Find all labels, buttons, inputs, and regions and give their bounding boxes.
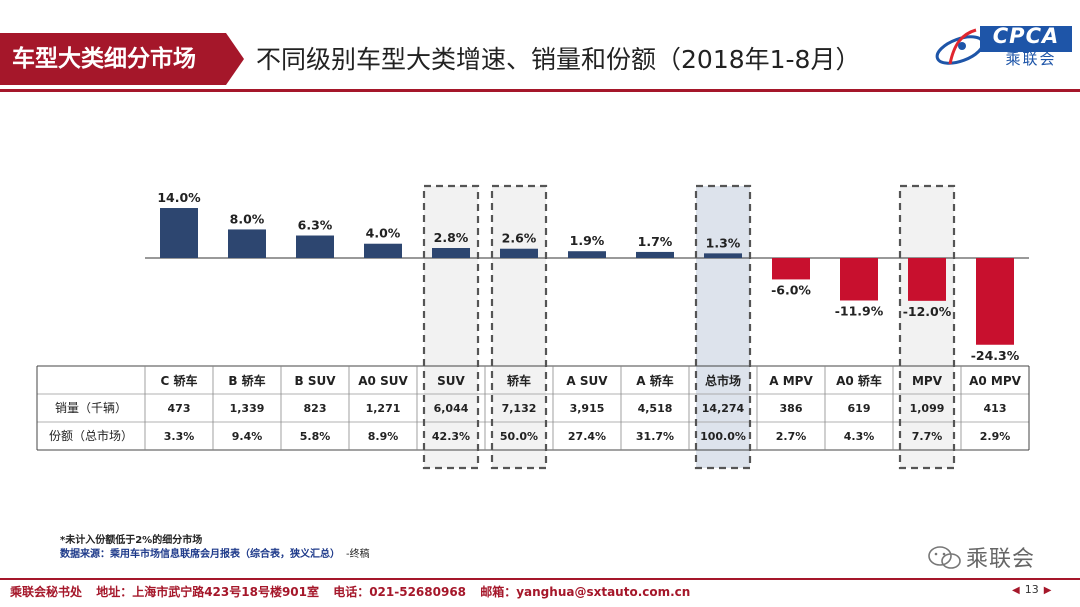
highlight-box-bg (900, 186, 954, 468)
table-cell: 42.3% (432, 430, 470, 443)
category-label: 总市场 (705, 373, 741, 388)
table-cell: 1,099 (910, 402, 945, 415)
category-label: A0 SUV (358, 374, 408, 388)
bar-value-label: -12.0% (903, 304, 952, 319)
pager: ◀ 13 ▶ (1012, 583, 1051, 596)
highlight-box-frame (422, 184, 480, 470)
category-label: MPV (912, 374, 943, 388)
table-cell: 619 (848, 402, 871, 415)
highlight-box-bg (424, 186, 478, 468)
category-label: A 轿车 (636, 373, 673, 388)
table-row-label: 份额（总市场） (49, 428, 133, 443)
logo-text: CPCA (992, 24, 1060, 48)
table-cell: 823 (304, 402, 327, 415)
table-cell: 386 (780, 402, 803, 415)
category-label: A MPV (769, 374, 813, 388)
bar (432, 248, 470, 258)
highlight-box-bg (696, 186, 750, 468)
table-cell: 27.4% (568, 430, 606, 443)
footer-org: 乘联会秘书处 (10, 585, 83, 599)
footnote: *未计入份额低于2%的细分市场 (60, 535, 203, 546)
highlight-box-frame (694, 184, 752, 470)
cpca-logo-icon (935, 26, 1072, 65)
table-cell: 100.0% (700, 430, 746, 443)
bar (160, 208, 198, 258)
table-cell: 2.9% (980, 430, 1011, 443)
table-cell: 2.7% (776, 430, 807, 443)
footer-address: 地址：上海市武宁路423号18号楼901室 (96, 585, 320, 599)
category-label: A0 MPV (969, 374, 1022, 388)
bar (228, 229, 266, 258)
category-label: B 轿车 (228, 373, 265, 388)
table-cell: 9.4% (232, 430, 263, 443)
data-source: 数据来源：乘用车市场信息联席会月报表（综合表，狭义汇总） -终稿 (60, 545, 370, 560)
highlight-box-frame (898, 184, 956, 470)
category-label: C 轿车 (161, 373, 198, 388)
table-cell: 413 (984, 402, 1007, 415)
logo-subtext: 乘联会 (1005, 50, 1057, 68)
table-cell: 8.9% (368, 430, 399, 443)
bar (500, 248, 538, 258)
footer-divider (0, 578, 1080, 580)
footer-phone: 电话：021-52680968 (333, 585, 467, 599)
bar (636, 251, 674, 258)
section-tag: 车型大类细分市场 (0, 33, 244, 85)
prev-page-icon[interactable]: ◀ (1012, 585, 1020, 596)
bar-value-label: 2.8% (434, 230, 469, 245)
bar-value-label: 4.0% (366, 226, 401, 241)
table-cell: 3.3% (164, 430, 195, 443)
page-title: 不同级别车型大类增速、销量和份额（2018年1-8月） (256, 45, 861, 74)
bar (772, 258, 810, 280)
bar-value-label: 1.7% (638, 234, 673, 249)
bar (364, 243, 402, 258)
table-cell: 7,132 (502, 402, 537, 415)
category-label: A0 轿车 (836, 373, 882, 388)
next-page-icon[interactable]: ▶ (1043, 585, 1052, 596)
bar-value-label: -11.9% (835, 303, 884, 318)
header-divider (0, 89, 1080, 92)
bar-value-label: 1.9% (570, 233, 605, 248)
bar-value-label: 14.0% (157, 190, 201, 205)
table-cell: 3,915 (570, 402, 605, 415)
bar-value-label: 2.6% (502, 231, 537, 246)
table-cell: 6,044 (434, 402, 469, 415)
footer-info: 乘联会秘书处 地址：上海市武宁路423号18号楼901室 电话：021-5268… (10, 583, 700, 600)
footer-email[interactable]: 邮箱：yanghua@sxtauto.com.cn (480, 585, 691, 599)
bar-value-label: 6.3% (298, 218, 333, 233)
bar-value-label: 8.0% (230, 211, 265, 226)
table-cell: 31.7% (636, 430, 674, 443)
table-cell: 1,339 (230, 402, 265, 415)
section-tag-label: 车型大类细分市场 (12, 46, 196, 72)
bar-value-label: -24.3% (971, 348, 1020, 363)
table-cell: 7.7% (912, 430, 943, 443)
bar (568, 251, 606, 258)
wechat-icon (928, 546, 961, 569)
table-cell: 4.3% (844, 430, 875, 443)
data-source-end: -终稿 (346, 549, 370, 560)
data-source-text: 数据来源：乘用车市场信息联席会月报表（综合表，狭义汇总） (60, 549, 340, 560)
bar (908, 258, 946, 301)
highlight-box-bg (492, 186, 546, 468)
category-label: 轿车 (507, 373, 531, 388)
wechat-watermark: 乘联会 (966, 547, 1036, 572)
bar (704, 253, 742, 258)
table-cell: 5.8% (300, 430, 331, 443)
bar (840, 258, 878, 301)
bar (976, 258, 1014, 345)
table-row-label: 销量（千辆） (55, 401, 127, 415)
category-label: B SUV (295, 374, 337, 388)
table-cell: 14,274 (702, 402, 745, 415)
bar-value-label: -6.0% (771, 282, 811, 297)
bar-value-label: 1.3% (706, 235, 741, 250)
table-cell: 473 (168, 402, 191, 415)
highlight-box-frame (490, 184, 548, 470)
page-number: 13 (1024, 583, 1039, 596)
category-label: A SUV (566, 374, 608, 388)
category-label: SUV (437, 374, 465, 388)
table-cell: 4,518 (638, 402, 673, 415)
table-cell: 50.0% (500, 430, 538, 443)
table-cell: 1,271 (366, 402, 401, 415)
bar (296, 235, 334, 258)
